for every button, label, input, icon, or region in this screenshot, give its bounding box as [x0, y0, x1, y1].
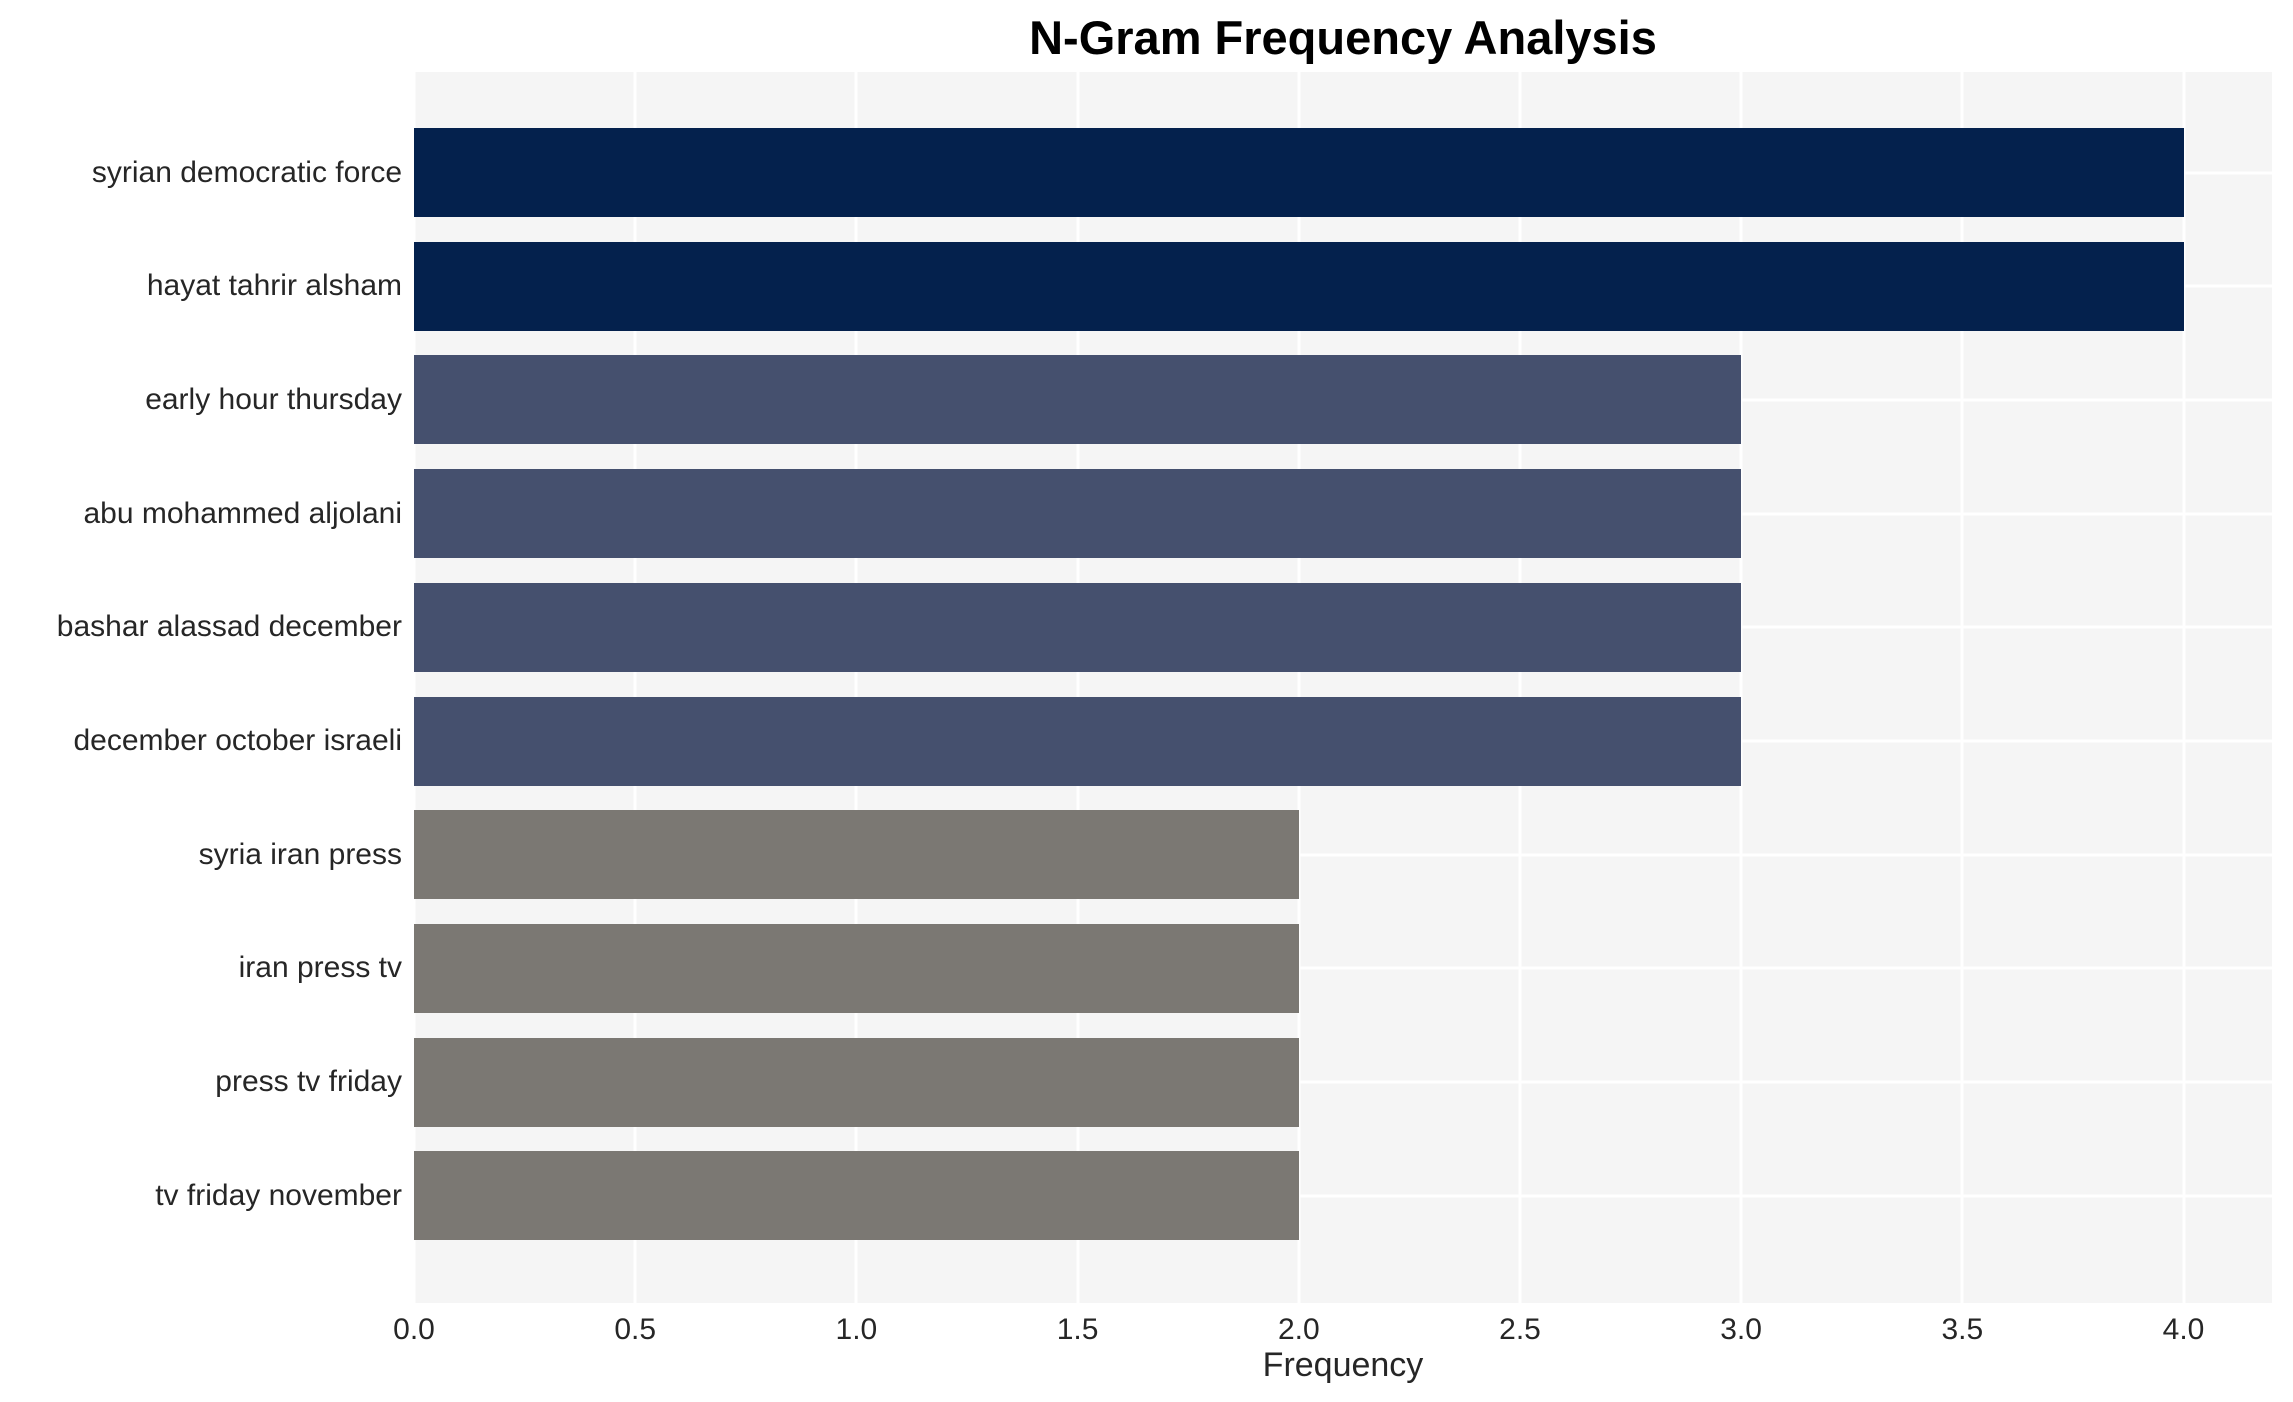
x-axis-tick-label: 0.5 [614, 1313, 657, 1346]
horizontal-gridline [414, 966, 2272, 970]
bar [414, 923, 1299, 1013]
y-axis-label: press tv friday [215, 1065, 402, 1099]
y-axis-label: hayat tahrir alsham [146, 269, 402, 303]
x-axis-tick-label: 2.0 [1277, 1313, 1320, 1346]
vertical-gridline [1297, 72, 1301, 1303]
y-axis-label: iran press tv [238, 951, 402, 985]
y-axis-label: abu mohammed aljolani [83, 496, 402, 530]
vertical-gridline [1960, 72, 1964, 1303]
vertical-gridline [854, 72, 858, 1303]
vertical-gridline [1076, 72, 1080, 1303]
bar [414, 582, 1742, 672]
x-axis-tick-label: 4.0 [2162, 1313, 2205, 1346]
vertical-gridline [1739, 72, 1743, 1303]
bar [414, 1151, 1299, 1241]
x-axis-tick-label: 3.5 [1941, 1313, 1984, 1346]
bar [414, 810, 1299, 900]
y-axis-label: syria iran press [198, 837, 402, 871]
bar [414, 128, 2184, 217]
bar [414, 469, 1742, 559]
x-axis-tick-label: 3.0 [1720, 1313, 1762, 1346]
vertical-gridline [633, 72, 637, 1303]
y-axis-label: bashar alassad december [56, 610, 402, 644]
horizontal-gridline [414, 853, 2272, 857]
x-axis-tick-label: 0.0 [393, 1313, 435, 1346]
vertical-gridline [412, 72, 416, 1303]
y-axis-label: december october israeli [73, 724, 403, 757]
vertical-gridline [2182, 72, 2185, 1303]
plot-area [412, 72, 2272, 1303]
y-axis-label: early hour thursday [145, 382, 402, 416]
x-axis-tick-label: 2.5 [1499, 1313, 1541, 1346]
x-axis-tick-label: 1.5 [1056, 1313, 1099, 1346]
horizontal-gridline [414, 1080, 2272, 1084]
chart-title: N-Gram Frequency Analysis [1029, 11, 1657, 64]
y-axis-label: tv friday november [155, 1178, 402, 1212]
bar [414, 241, 2184, 331]
y-axis-label: syrian democratic force [91, 155, 402, 189]
horizontal-gridline [414, 1194, 2272, 1198]
x-axis-tick-label: 1.0 [835, 1313, 878, 1346]
bar [414, 1037, 1299, 1127]
bar [414, 696, 1742, 786]
vertical-gridline [1518, 72, 1522, 1303]
bar [414, 355, 1742, 445]
x-axis-title: Frequency [1262, 1346, 1424, 1384]
